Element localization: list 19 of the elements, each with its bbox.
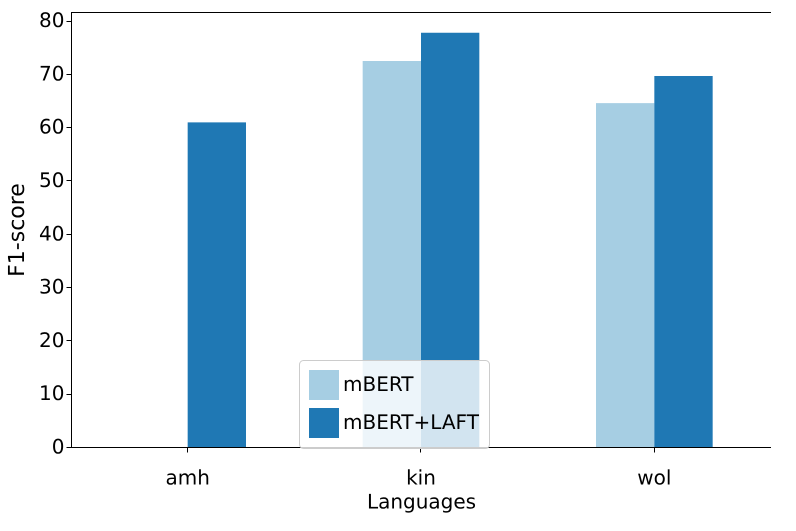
x-tick-label: amh <box>165 466 210 490</box>
y-tick-label: 20 <box>39 328 64 352</box>
y-tick-label: 60 <box>39 114 64 139</box>
y-tick-label: 10 <box>39 381 64 406</box>
y-axis-title: F1-score <box>5 183 30 277</box>
y-tick-label: 50 <box>39 168 64 192</box>
legend-label: mBERT <box>343 372 414 396</box>
y-tick-label: 80 <box>39 8 64 32</box>
bar <box>188 122 246 447</box>
y-tick-label: 40 <box>39 221 64 246</box>
x-tick-label: kin <box>406 466 436 490</box>
y-tick-label: 0 <box>52 434 64 458</box>
bar <box>596 103 654 447</box>
y-tick-label: 30 <box>39 274 64 299</box>
x-tick-label: wol <box>637 466 672 490</box>
legend-label: mBERT+LAFT <box>343 410 480 434</box>
x-axis-title: Languages <box>366 490 476 514</box>
bar <box>654 76 713 447</box>
y-tick-label: 70 <box>39 61 64 86</box>
